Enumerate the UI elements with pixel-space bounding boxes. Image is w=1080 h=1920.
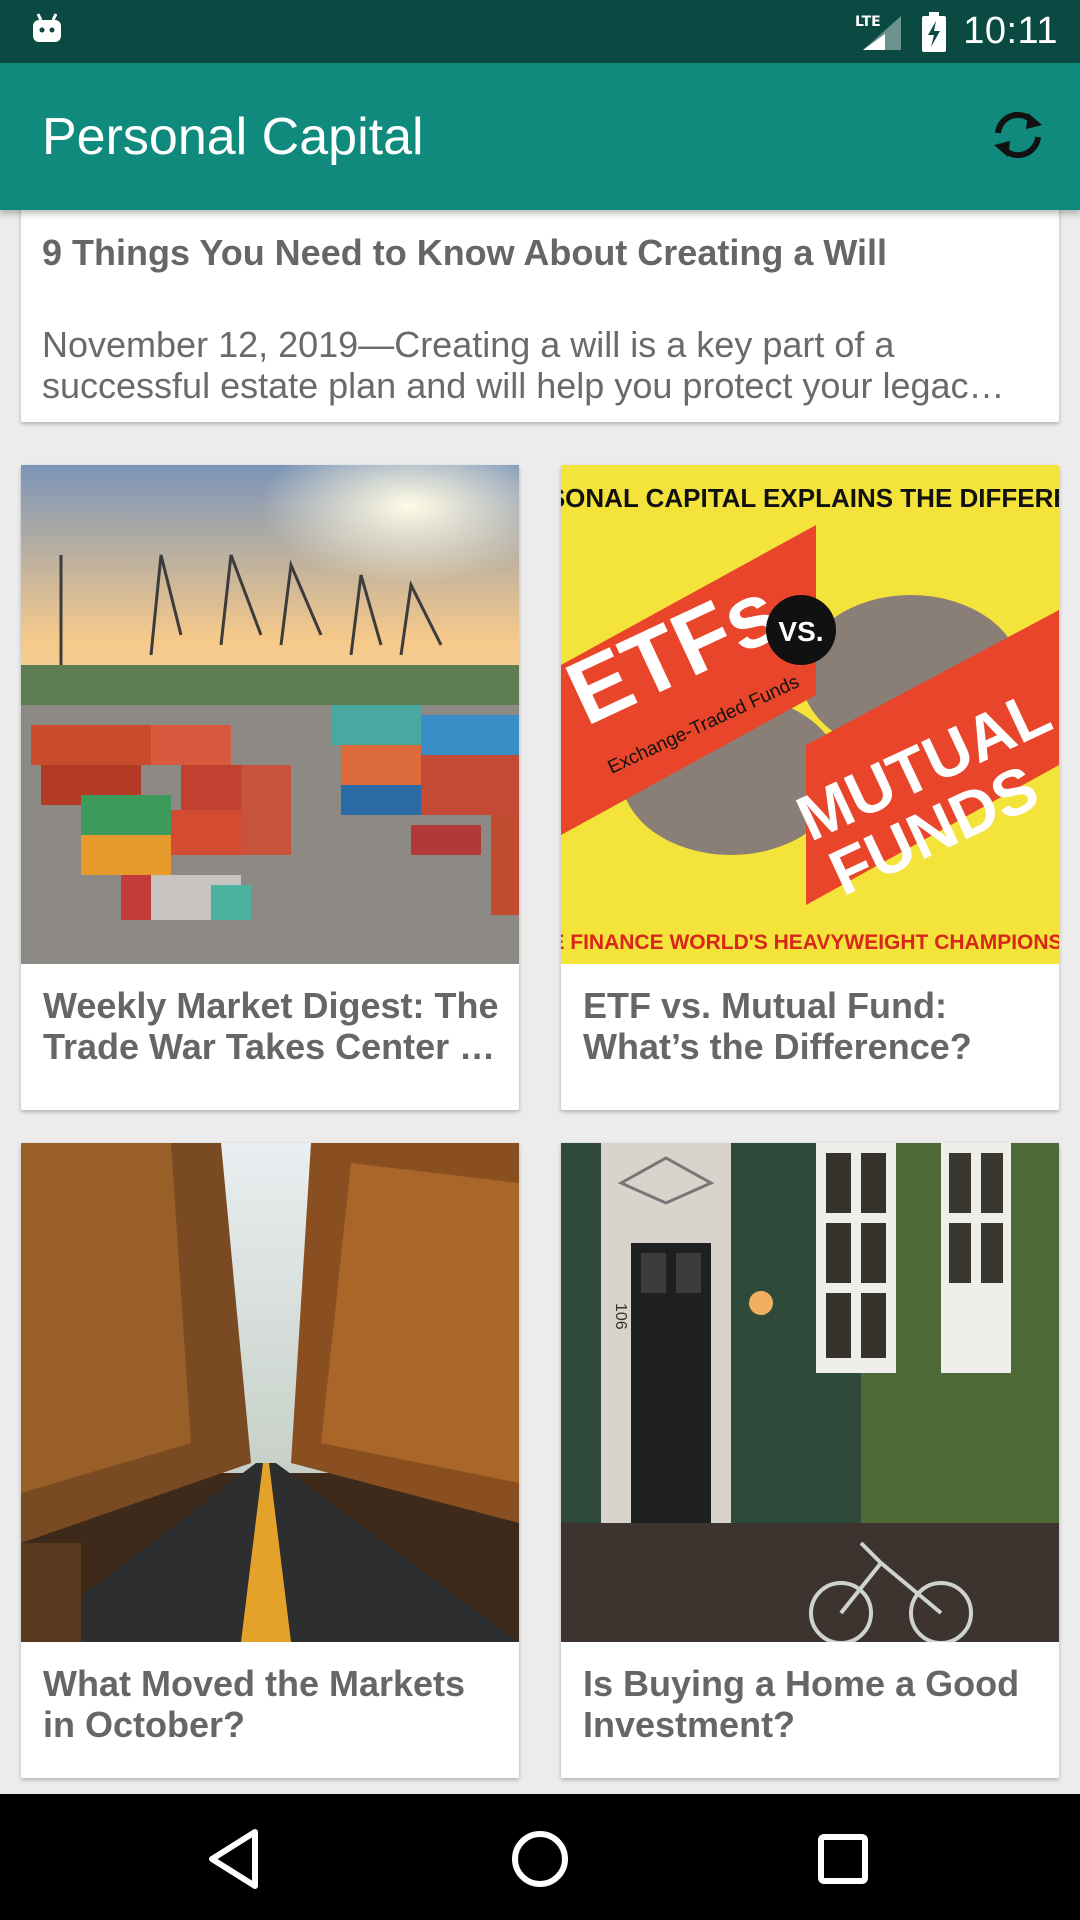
image-footer-text: THE FINANCE WORLD'S HEAVYWEIGHT CHAMPION… [561, 931, 1059, 954]
svg-text:LTE: LTE [855, 14, 881, 30]
android-notification-icon [33, 13, 61, 42]
article-card[interactable]: What Moved the Markets in October? [21, 1143, 519, 1778]
house-number-text: 106 [612, 1303, 629, 1330]
article-title: What Moved the Markets in October? [43, 1663, 503, 1745]
article-title-line: What’s the Difference? [583, 1026, 972, 1067]
article-title-line: What Moved the Markets [43, 1663, 466, 1704]
etf-vs-mutual-funds-image: PERSONAL CAPITAL EXPLAINS THE DIFFERENCE… [561, 465, 1059, 964]
article-excerpt: November 12, 2019—Creating a will is a k… [42, 324, 1042, 406]
article-title: Weekly Market Digest: The Trade War Take… [43, 985, 503, 1067]
article-card[interactable]: Weekly Market Digest: The Trade War Take… [21, 465, 519, 1110]
article-thumbnail: PERSONAL CAPITAL EXPLAINS THE DIFFERENCE… [561, 465, 1059, 964]
article-title: 9 Things You Need to Know About Creating… [42, 232, 888, 273]
article-title-line: Is Buying a Home a Good [583, 1663, 1020, 1704]
recents-icon[interactable] [808, 1824, 878, 1894]
status-time: 10:11 [963, 10, 1058, 52]
article-thumbnail [21, 465, 519, 964]
battery-charging-icon [922, 11, 947, 52]
article-title-line: in October? [43, 1704, 246, 1745]
article-card[interactable]: 106 Is Buying a Home a [561, 1143, 1059, 1778]
app-bar: Personal Capital [0, 63, 1080, 210]
back-icon[interactable] [200, 1824, 270, 1894]
article-feed[interactable]: 9 Things You Need to Know About Creating… [0, 210, 1080, 1794]
article-title-line: Weekly Market Digest: The [43, 985, 499, 1026]
article-excerpt-line: November 12, 2019—Creating a will is a k… [42, 324, 895, 365]
article-title-line: Trade War Takes Center … [43, 1026, 496, 1067]
article-card[interactable]: 9 Things You Need to Know About Creating… [21, 210, 1059, 422]
image-header-text: PERSONAL CAPITAL EXPLAINS THE DIFFERENCE [561, 483, 1059, 513]
article-card[interactable]: PERSONAL CAPITAL EXPLAINS THE DIFFERENCE… [561, 465, 1059, 1110]
refresh-icon[interactable] [986, 103, 1050, 167]
article-title-line: Investment? [583, 1704, 796, 1745]
article-excerpt-line: successful estate plan and will help you… [42, 365, 1005, 406]
autumn-road-image [21, 1143, 519, 1642]
status-bar: LTE 10:11 [0, 0, 1080, 63]
home-icon[interactable] [505, 1824, 575, 1894]
vs-text: VS. [778, 616, 823, 647]
article-title-line: ETF vs. Mutual Fund: [583, 985, 947, 1026]
article-thumbnail: 106 [561, 1143, 1059, 1642]
house-with-ivy-image: 106 [561, 1143, 1059, 1642]
app-title: Personal Capital [42, 108, 424, 166]
navigation-bar [0, 1794, 1080, 1920]
article-title: Is Buying a Home a Good Investment? [583, 1663, 1043, 1745]
shipping-port-image [21, 465, 519, 964]
article-thumbnail [21, 1143, 519, 1642]
lte-signal-icon: LTE [855, 14, 902, 50]
article-title: ETF vs. Mutual Fund: What’s the Differen… [583, 985, 1043, 1067]
